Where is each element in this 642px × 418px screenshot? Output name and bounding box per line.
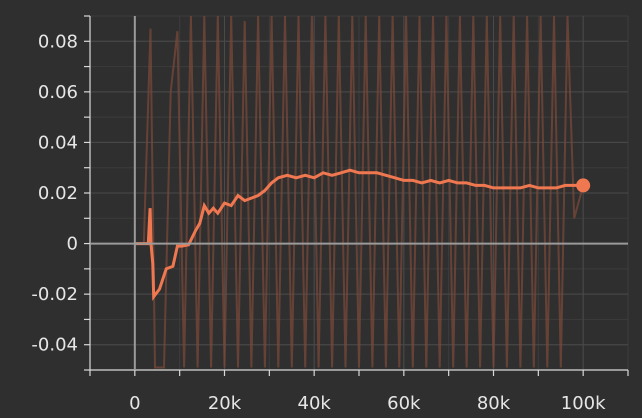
x-tick-labels: 0 20k 40k 60k 80k 100k bbox=[129, 393, 606, 414]
raw-series bbox=[134, 15, 585, 369]
x-tick-label: 20k bbox=[208, 393, 242, 414]
y-tick-label: 0.08 bbox=[38, 31, 78, 52]
x-tick-label: 80k bbox=[477, 393, 511, 414]
y-tick-label: 0 bbox=[67, 234, 78, 255]
smoothed-series-line bbox=[134, 168, 584, 301]
y-tick-label: -0.04 bbox=[31, 335, 78, 356]
y-tick-label: 0.02 bbox=[38, 183, 78, 204]
last-point-marker bbox=[576, 178, 591, 193]
raw-series-line bbox=[134, 15, 585, 369]
y-tick-labels: -0.04 -0.02 0 0.02 0.04 0.06 0.08 bbox=[31, 31, 78, 355]
smoothed-series bbox=[134, 168, 591, 301]
y-tick-label: 0.04 bbox=[38, 132, 78, 153]
y-tick-label: -0.02 bbox=[31, 284, 78, 305]
x-tick-label: 60k bbox=[387, 393, 421, 414]
x-tick-label: 0 bbox=[129, 393, 140, 414]
x-tick-label: 100k bbox=[561, 393, 606, 414]
x-tick-label: 40k bbox=[298, 393, 332, 414]
axes bbox=[84, 15, 629, 376]
y-tick-label: 0.06 bbox=[38, 82, 78, 103]
